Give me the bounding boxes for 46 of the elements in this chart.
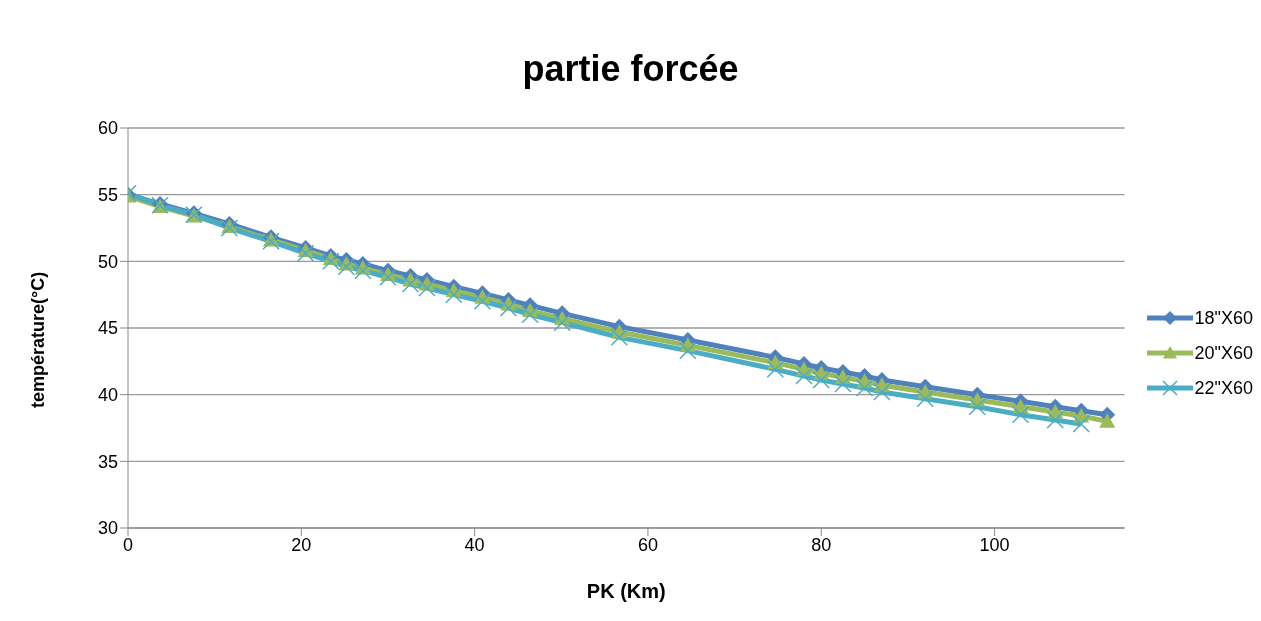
chart-title: partie forcée [521, 47, 740, 91]
point [1072, 415, 1090, 433]
legend-label: 22"X60 [1194, 377, 1253, 399]
point [445, 285, 463, 304]
x-tick-label: 0 [122, 534, 134, 555]
point [795, 367, 813, 385]
x-tick-label: 40 [464, 534, 485, 555]
point [337, 257, 356, 276]
point [262, 232, 280, 251]
point [968, 397, 986, 416]
point [418, 279, 436, 297]
point [473, 292, 492, 311]
y-tick-label: 35 [97, 451, 118, 472]
point [834, 375, 852, 393]
point [679, 341, 697, 360]
point [855, 379, 874, 397]
y-tick-label: 30 [97, 518, 118, 539]
point [296, 244, 315, 263]
x-axis-title: PK (Km) [586, 580, 666, 602]
point [766, 360, 785, 379]
point [499, 299, 518, 317]
x-tick-label: 100 [979, 534, 1010, 555]
point [322, 252, 340, 271]
point [812, 371, 830, 389]
y-tick-label: 40 [97, 385, 118, 406]
point [916, 389, 934, 408]
x-tick-label: 20 [291, 534, 312, 555]
point [521, 305, 539, 324]
x-tick-label: 80 [811, 534, 832, 555]
point [401, 275, 420, 293]
point [1046, 411, 1064, 429]
legend-label: 18"X60 [1194, 307, 1253, 329]
point [610, 328, 629, 347]
y-tick-label: 60 [97, 118, 118, 139]
legend-label: 20"X60 [1194, 342, 1253, 364]
x-tick-label: 60 [637, 534, 658, 555]
y-tick-label: 55 [97, 185, 118, 206]
y-axis-title: température(°C) [28, 271, 49, 408]
point [379, 268, 397, 287]
point [354, 261, 372, 280]
y-tick-label: 50 [97, 251, 118, 272]
y-tick-label: 45 [97, 318, 118, 339]
point [873, 383, 891, 401]
point [553, 313, 571, 332]
point [1011, 405, 1030, 424]
point [1099, 413, 1116, 428]
